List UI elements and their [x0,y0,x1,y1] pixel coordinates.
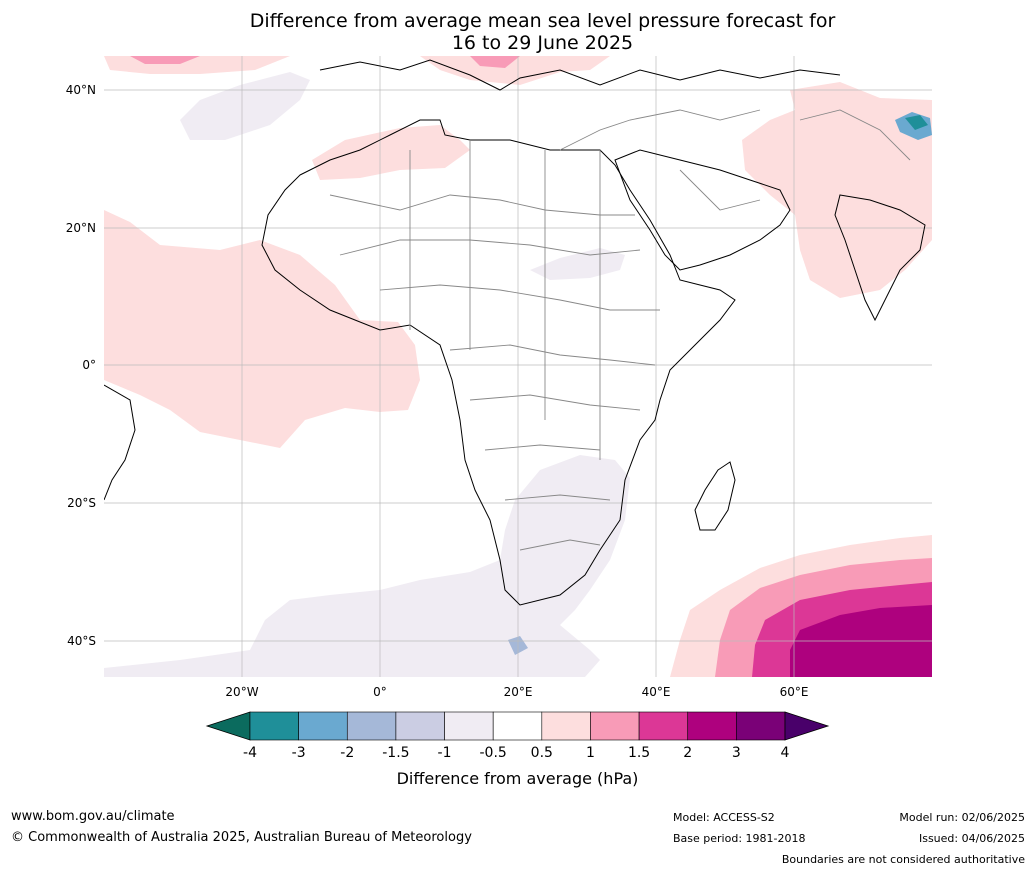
issued-text: Issued: 04/06/2025 [918,832,1025,845]
south-america-coastline [104,384,136,501]
colorbar-tick-label: 2 [683,745,693,761]
colorbar-cell [590,711,640,741]
model-text: Model: ACCESS-S2 [673,811,775,824]
lat-tick-20s: 20°S [67,496,96,510]
colorbar-tick-label: 1 [585,745,595,761]
colorbar-cell [638,711,689,741]
positive-anomaly-atlantic [104,210,420,448]
title-line-1: Difference from average mean sea level p… [249,10,836,32]
colorbar-title: Difference from average (hPa) [396,769,639,788]
colorbar-cell [346,711,397,741]
website-text: www.bom.gov.au/climate [11,809,175,824]
india-coastline [834,194,926,322]
colorbar-tick-label: -2 [340,745,355,761]
lon-tick-20e: 20°E [504,685,533,699]
colorbar-tick-label: -1 [437,745,452,761]
lon-tick-20w: 20°W [225,685,258,699]
country-borders [329,109,911,551]
colorbar-cell [395,711,445,741]
colorbar-tick-label: 1.5 [627,745,651,761]
negative-anomaly-south [104,455,630,677]
colorbar [205,711,830,741]
title-line-2: 16 to 29 June 2025 [451,32,634,54]
europe-coastline [319,59,841,91]
lon-tick-40e: 40°E [642,685,671,699]
lon-tick-60e: 60°E [780,685,809,699]
colorbar-tick-label: -0.5 [479,745,507,761]
map-title: Difference from average mean sea level p… [0,10,1035,54]
colorbar-cell [736,711,786,741]
lat-tick-0: 0° [82,358,96,372]
colorbar-tick-label: 0.5 [530,745,553,761]
madagascar-coastline [694,461,736,531]
model-run-text: Model run: 02/06/2025 [899,811,1025,824]
positive-anomaly-mediterranean [420,56,610,85]
colorbar-tick-label: -1.5 [382,745,410,761]
negative-anomaly-iberia [180,72,310,140]
colorbar-min-extend [205,711,251,741]
colorbar-tick-label: 3 [731,745,741,761]
colorbar-tick-label: 4 [780,745,790,761]
positive-anomaly-india [742,82,932,298]
africa-coastline [261,119,736,606]
colorbar-cell [687,711,737,741]
colorbar-tick-label: -3 [291,745,306,761]
gridlines [104,56,932,677]
positive-anomaly-north-africa [312,125,470,180]
lat-tick-20n: 20°N [66,221,96,235]
base-period-text: Base period: 1981-2018 [673,832,806,845]
colorbar-cells [249,711,786,741]
colorbar-cell [541,711,591,741]
map-canvas [104,56,932,677]
anomaly-shading [104,56,932,677]
lat-tick-40n: 40°N [66,83,96,97]
colorbar-cell [444,711,494,741]
colorbar-cell [492,711,543,741]
lat-tick-40s: 40°S [67,634,96,648]
colorbar-cell [249,711,299,741]
negative-anomaly-sahel [530,248,625,280]
colorbar-max-extend [784,711,830,741]
copyright-text: © Commonwealth of Australia 2025, Austra… [11,830,472,845]
disclaimer-text: Boundaries are not considered authoritat… [781,853,1025,866]
colorbar-cell [298,711,348,741]
arabia-coastline [614,149,791,271]
lon-tick-0: 0° [373,685,387,699]
coastlines [104,59,926,606]
colorbar-tick-label: -4 [243,745,257,761]
